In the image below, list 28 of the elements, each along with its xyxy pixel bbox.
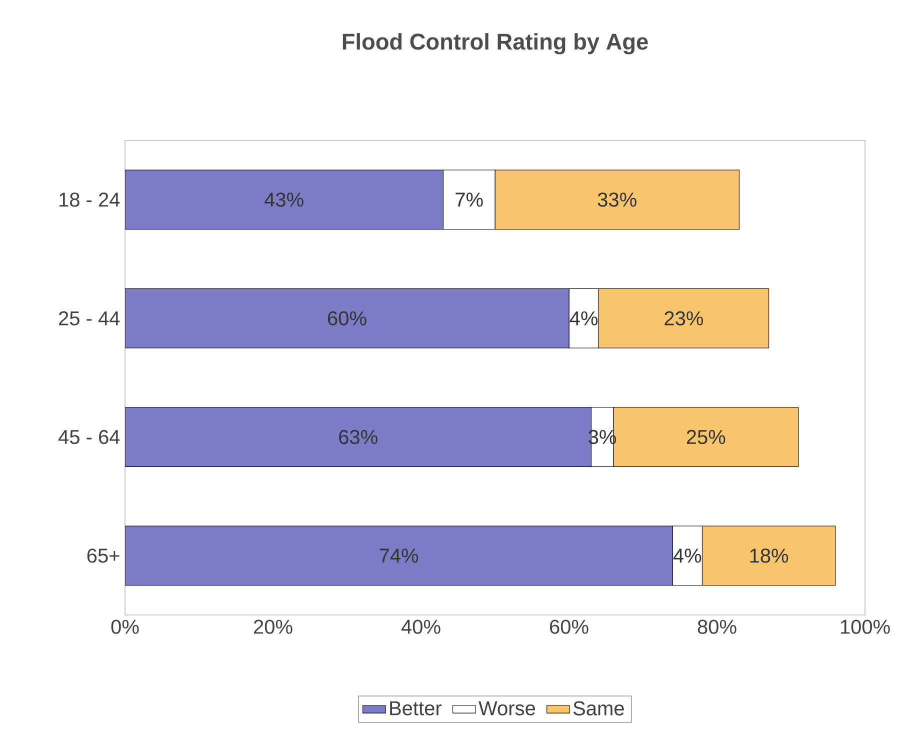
x-tick-label: 100% (840, 620, 890, 634)
bar (125, 170, 444, 230)
x-tick-label: 60% (550, 620, 588, 634)
bar (125, 526, 673, 586)
data-label: 7% (456, 192, 483, 207)
data-label: 43% (264, 192, 304, 207)
y-tick-label: 18 - 24 (60, 192, 120, 207)
data-label: 23% (664, 311, 703, 326)
data-label: 60% (328, 311, 366, 326)
x-tick-label: 80% (698, 620, 736, 634)
y-tick-label: 25 - 44 (59, 311, 120, 326)
x-tick-label: 0% (111, 620, 139, 634)
chart-title: Flood Control Rating by Age (342, 33, 648, 54)
x-tick-label: 20% (254, 620, 292, 634)
y-tick-label: 45 - 64 (58, 430, 120, 444)
legend-label: Same (573, 701, 624, 716)
x-tick-label: 40% (401, 620, 440, 634)
legend-label: Worse (478, 701, 536, 716)
y-tick-label: 65+ (87, 548, 120, 563)
data-label: 18% (750, 548, 788, 563)
data-label: 4% (570, 311, 598, 326)
data-label: 25% (686, 430, 726, 444)
bar (125, 288, 570, 348)
data-label: 4% (673, 548, 702, 563)
legend-label: Better (390, 701, 442, 716)
data-label: 74% (380, 548, 418, 563)
data-label: 63% (339, 430, 378, 444)
data-label: 33% (598, 192, 636, 207)
